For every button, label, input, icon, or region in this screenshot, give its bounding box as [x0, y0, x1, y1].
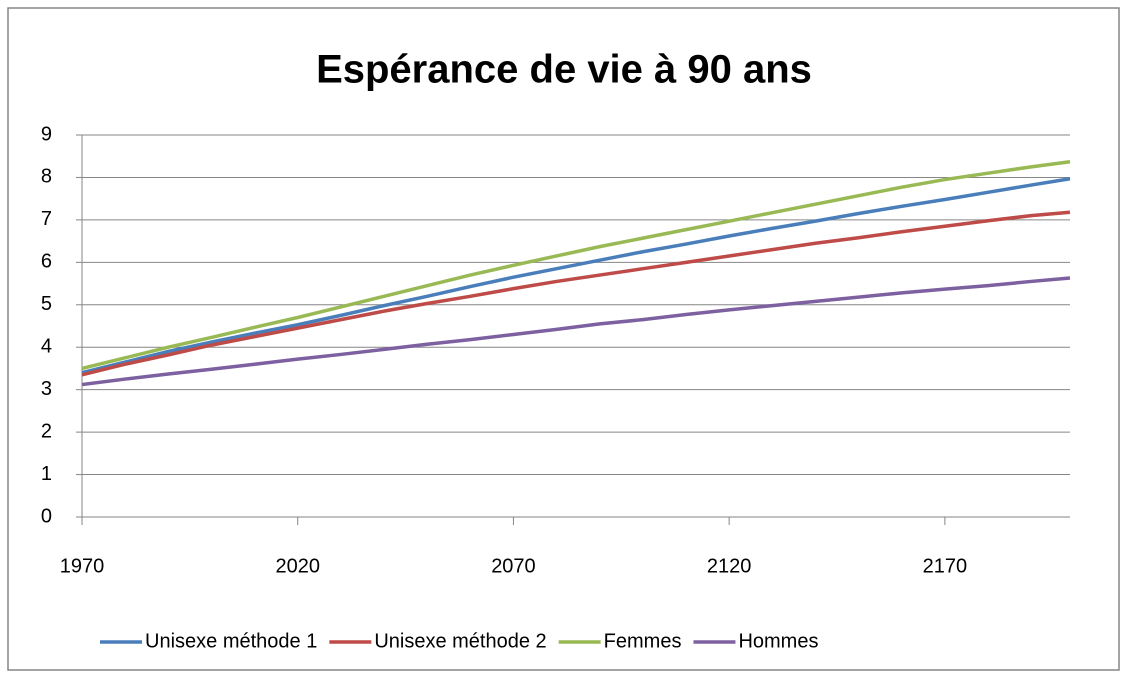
- chart-title: Espérance de vie à 90 ans: [316, 48, 812, 92]
- y-tick-label: 3: [41, 378, 52, 400]
- x-tick-label: 1970: [60, 555, 105, 577]
- series-line: [81, 210, 1071, 377]
- series-line: [81, 276, 1071, 387]
- y-tick-label: 0: [41, 505, 52, 527]
- x-tick-label: 2170: [923, 555, 968, 577]
- y-tick-label: 1: [41, 463, 52, 485]
- legend-label: Unisexe méthode 1: [145, 630, 317, 652]
- series-line: [81, 176, 1071, 375]
- y-tick-label: 2: [41, 420, 52, 442]
- y-tick-label: 6: [41, 251, 52, 273]
- x-tick-label: 2120: [707, 555, 752, 577]
- y-tick-label: 4: [41, 336, 52, 358]
- chart-border: [7, 7, 1120, 671]
- y-tick-label: 9: [41, 123, 52, 145]
- x-tick-label: 2070: [491, 555, 536, 577]
- legend-label: Unisexe méthode 2: [374, 630, 546, 652]
- legend-label: Hommes: [738, 630, 818, 652]
- x-tick-label: 2020: [275, 555, 320, 577]
- y-tick-label: 7: [41, 208, 52, 230]
- y-tick-label: 5: [41, 293, 52, 315]
- series-line: [81, 160, 1071, 371]
- legend-label: Femmes: [604, 630, 682, 652]
- y-tick-label: 8: [41, 166, 52, 188]
